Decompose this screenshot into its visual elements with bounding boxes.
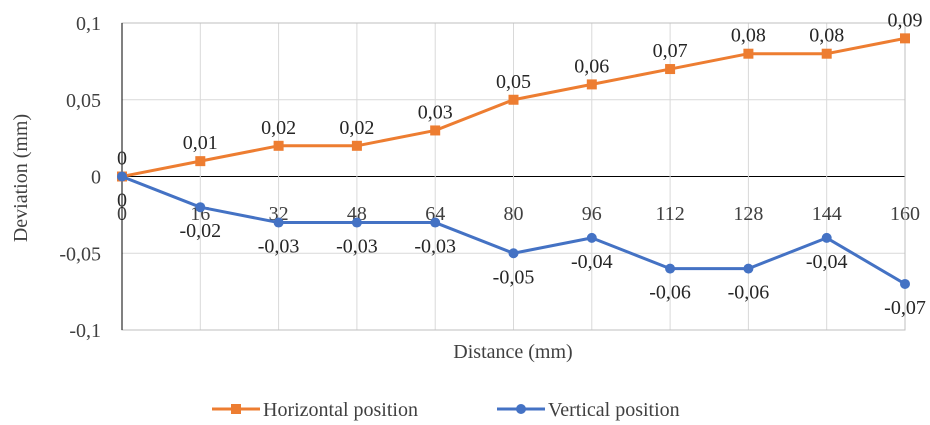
horizontal-position-marker — [900, 33, 910, 44]
vertical-position-marker — [508, 248, 519, 259]
legend: Horizontal position Vertical position — [212, 399, 680, 421]
data-label: -0,03 — [414, 236, 456, 258]
data-label: 0,02 — [339, 117, 374, 139]
x-tick-label: 144 — [812, 203, 842, 225]
legend-square-marker — [231, 404, 241, 414]
data-label: -0,03 — [258, 236, 300, 258]
data-label: -0,07 — [884, 297, 926, 319]
horizontal-position-marker — [351, 140, 362, 151]
vertical-position-marker — [586, 232, 597, 243]
horizontal-position-marker — [743, 48, 754, 59]
vertical-position-marker — [195, 202, 206, 213]
x-tick-label: 48 — [347, 203, 367, 225]
y-tick-label: 0 — [91, 167, 101, 189]
x-axis-title: Distance (mm) — [453, 341, 572, 363]
data-label: -0,05 — [493, 266, 535, 288]
data-label: 0,05 — [496, 71, 531, 93]
horizontal-position-marker — [195, 156, 206, 167]
data-label: 0 — [117, 148, 127, 170]
x-tick-label: 64 — [425, 203, 445, 225]
data-label: 0,01 — [183, 132, 218, 154]
y-tick-label: -0,05 — [59, 243, 101, 265]
data-label: 0,08 — [731, 25, 766, 47]
vertical-position-marker — [273, 217, 284, 228]
y-tick-label: 0,1 — [76, 13, 101, 35]
data-label: 0,06 — [574, 55, 609, 77]
data-label: -0,06 — [649, 282, 691, 304]
data-label: -0,04 — [806, 251, 848, 273]
data-label: 0,02 — [261, 117, 296, 139]
vertical-position-marker — [900, 278, 910, 289]
data-label: 0,07 — [653, 40, 688, 62]
legend-label-horizontal: Horizontal position — [263, 399, 418, 421]
vertical-position-marker — [821, 232, 832, 243]
data-label: 0,03 — [418, 101, 453, 123]
legend-label-vertical: Vertical position — [548, 399, 680, 421]
horizontal-position-marker — [821, 48, 832, 59]
y-tick-label: -0,1 — [69, 320, 101, 342]
data-label: 0 — [117, 190, 127, 212]
data-labels: 0 0,01 0,02 0,02 0,03 0,05 0,06 0,07 0,08 0,08 0,0… — [117, 9, 926, 319]
data-label: -0,04 — [571, 251, 613, 273]
horizontal-position-marker — [586, 79, 597, 90]
legend-circle-marker — [516, 404, 526, 414]
data-label: -0,06 — [728, 282, 770, 304]
x-tick-label: 80 — [504, 203, 524, 225]
data-label: -0,02 — [179, 220, 221, 242]
vertical-position-marker — [351, 217, 362, 228]
vertical-position-marker — [430, 217, 441, 228]
y-tick-label: 0,05 — [66, 90, 101, 112]
x-tick-label: 128 — [733, 203, 763, 225]
data-label: 0,08 — [809, 25, 844, 47]
vertical-position-marker — [117, 171, 127, 182]
vertical-position-marker — [665, 263, 676, 274]
x-tick-label: 96 — [582, 203, 602, 225]
horizontal-position-marker — [430, 125, 441, 136]
series-group — [117, 33, 910, 289]
y-axis-title: Deviation (mm) — [10, 114, 32, 242]
vertical-position-marker — [743, 263, 754, 274]
x-tick-label: 112 — [655, 203, 684, 225]
data-label: 0,09 — [888, 9, 923, 31]
data-label: -0,03 — [336, 236, 378, 258]
horizontal-position-marker — [665, 64, 676, 75]
horizontal-position-marker — [273, 140, 284, 151]
horizontal-position-marker — [508, 94, 519, 105]
x-tick-label: 32 — [269, 203, 289, 225]
